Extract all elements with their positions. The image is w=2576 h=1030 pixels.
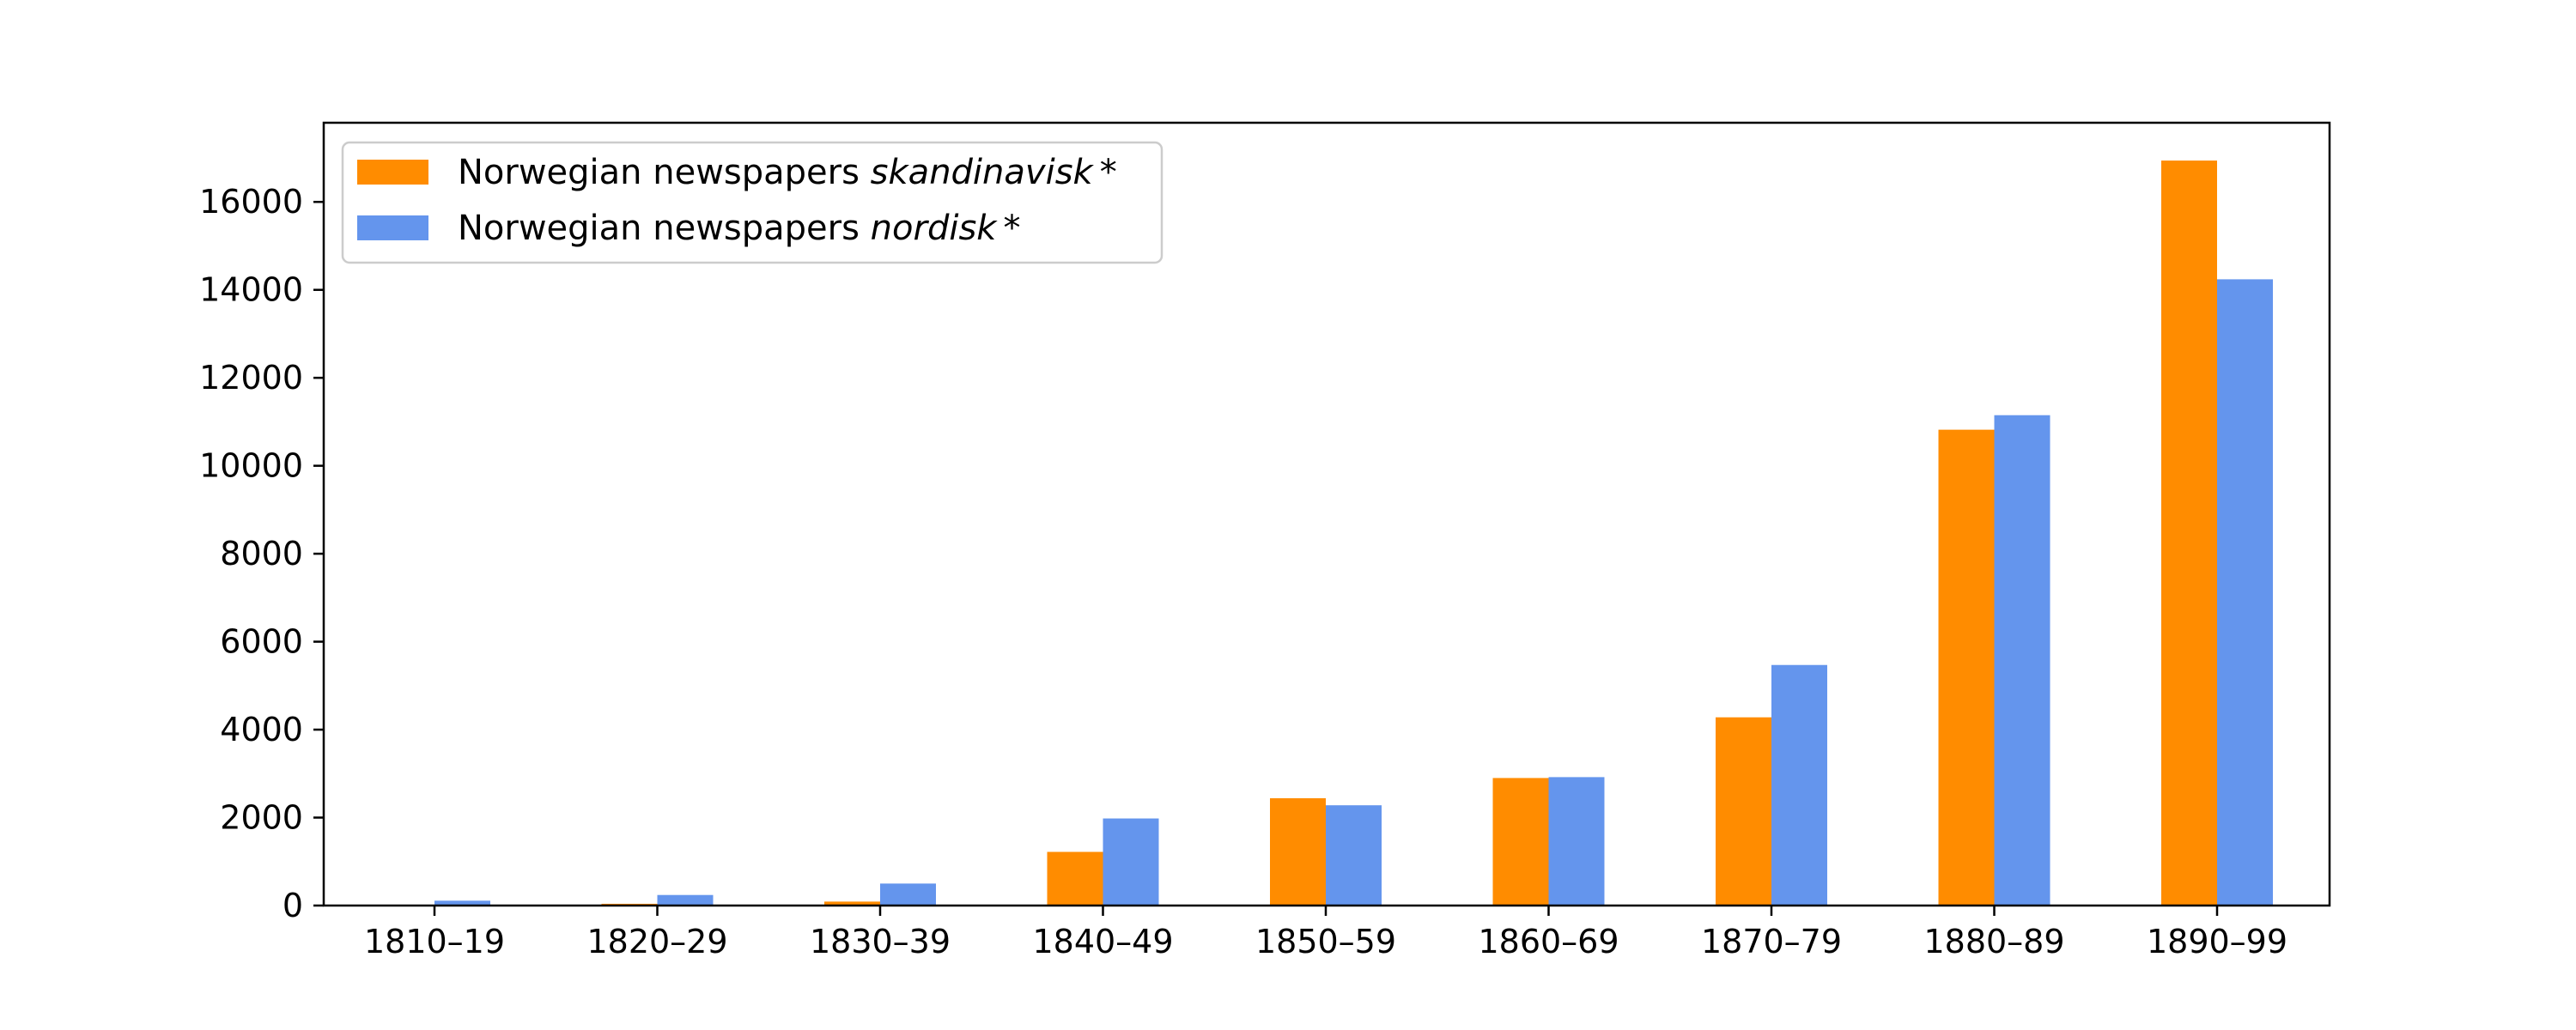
bar-skandinavisk-8: [2161, 161, 2217, 906]
y-tick-label: 6000: [220, 623, 303, 661]
bar-skandinavisk-2: [824, 901, 880, 906]
legend: Norwegian newspapers skandinavisk * Norwe…: [341, 141, 1163, 264]
bar-skandinavisk-6: [1716, 717, 1771, 906]
legend-label-nordisk: Norwegian newspapers nordisk *: [458, 209, 1020, 248]
bar-nordisk-0: [434, 900, 490, 906]
x-tick-label: 1820–29: [586, 923, 727, 960]
bar-nordisk-6: [1771, 664, 1827, 906]
y-tick-label: 4000: [220, 711, 303, 748]
x-tick-label: 1860–69: [1478, 923, 1619, 960]
x-tick-label: 1840–49: [1032, 923, 1173, 960]
y-tick-label: 8000: [220, 535, 303, 573]
x-tick-label: 1890–99: [2147, 923, 2287, 960]
y-tick-label: 10000: [199, 447, 303, 485]
legend-label-skandinavisk: Norwegian newspapers skandinavisk *: [458, 153, 1117, 192]
bar-skandinavisk-5: [1492, 778, 1549, 906]
bars-group: [379, 161, 2273, 906]
y-tick-label: 14000: [199, 271, 303, 309]
x-tick-label: 1810–19: [364, 923, 505, 960]
legend-swatch-nordisk: [357, 215, 428, 240]
x-tick-label: 1870–79: [1701, 923, 1842, 960]
y-tick-label: 16000: [199, 183, 303, 221]
bar-nordisk-8: [2217, 279, 2273, 906]
bar-skandinavisk-3: [1047, 851, 1103, 906]
y-tick-label: 0: [283, 887, 303, 924]
bar-nordisk-7: [1994, 415, 2050, 906]
x-tick-label: 1830–39: [810, 923, 951, 960]
bar-skandinavisk-7: [1938, 429, 1995, 906]
x-tick-label: 1850–59: [1255, 923, 1396, 960]
bar-nordisk-1: [657, 894, 714, 906]
legend-swatch-skandinavisk: [357, 160, 428, 185]
bar-nordisk-5: [1548, 777, 1605, 906]
x-axis: 1810–19 1820–29 1830–39 1840–49 1850–59 1860–…: [364, 906, 2287, 960]
bar-nordisk-4: [1326, 805, 1382, 906]
bar-nordisk-3: [1103, 818, 1159, 906]
legend-box: [341, 141, 1163, 264]
y-axis: 0 2000 4000 6000 8000 10000 12000 14000 16000: [199, 183, 324, 924]
y-tick-label: 2000: [220, 799, 303, 837]
y-tick-label: 12000: [199, 359, 303, 397]
bar-skandinavisk-4: [1270, 797, 1326, 906]
x-tick-label: 1880–89: [1923, 923, 2064, 960]
bar-nordisk-2: [880, 883, 936, 906]
